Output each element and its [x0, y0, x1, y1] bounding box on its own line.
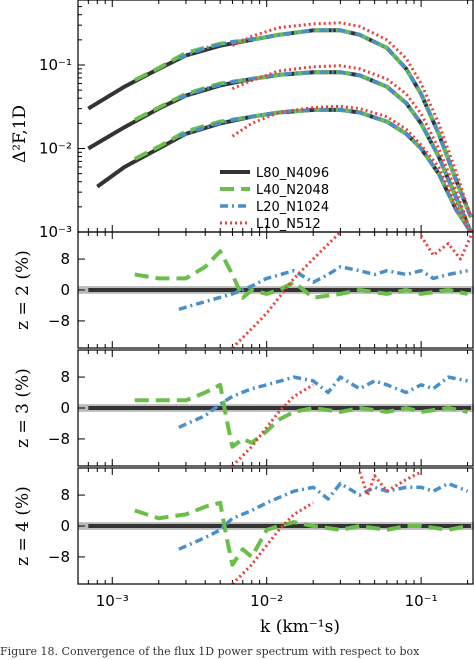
series-line-L20_N1024 [178, 108, 473, 232]
series-line-L20_N1024 [178, 70, 473, 232]
residual-y-label: z = 4 (%) [13, 486, 33, 566]
x-axis-label: k (km⁻¹s) [260, 617, 340, 637]
residual-line-L40_N2048 [134, 249, 468, 300]
legend-label: L20_N1024 [256, 200, 329, 215]
legend-label: L10_N512 [256, 217, 321, 232]
residual-line-L40_N2048 [134, 382, 468, 449]
y-tick-label: −8 [48, 430, 70, 448]
residual-line-L10_N512 [231, 232, 342, 348]
residual-panel-frame [77, 349, 474, 467]
series-line-L10_N512 [231, 21, 473, 218]
convergence-figure: 10⁻³ 10⁻² 10⁻¹ L80_N4096 L40_N2048 L20_N1024 L… [10, 0, 474, 637]
y-tick-label: −8 [48, 548, 70, 566]
residual-line-L20_N1024 [178, 481, 469, 551]
residual-line-L10_N512 [358, 470, 422, 497]
y-tick-label: −8 [48, 312, 70, 330]
y-tick-label: 10⁻³ [39, 223, 72, 241]
x-tick-label: 10⁻³ [96, 592, 129, 610]
x-tick-label: 10⁻¹ [405, 592, 438, 610]
residual-y-label: z = 2 (%) [13, 250, 33, 330]
y-tick-label: 8 [60, 250, 70, 268]
y-axis-label: Δ²F,1D [10, 105, 30, 163]
residual-panel-frame [77, 231, 474, 349]
y-tick-label: 0 [60, 399, 70, 417]
residual-line-L10_N512 [231, 383, 314, 466]
y-tick-label: 0 [60, 517, 70, 535]
x-tick-label: 10⁻² [250, 592, 283, 610]
y-tick-label: 8 [60, 368, 70, 386]
residual-line-L10_N512 [419, 235, 473, 261]
legend-label: L40_N2048 [256, 183, 329, 198]
residual-line-L20_N1024 [178, 265, 468, 311]
figure-caption: Figure 18. Convergence of the flux 1D po… [0, 645, 420, 658]
residual-y-label: z = 3 (%) [13, 368, 33, 448]
y-tick-label: 10⁻² [39, 139, 72, 157]
y-tick-label: 0 [60, 281, 70, 299]
y-tick-label: 10⁻¹ [39, 56, 72, 74]
residual-panel-frame [77, 467, 474, 585]
legend-label: L80_N4096 [256, 166, 329, 181]
series-line-L20_N1024 [178, 28, 473, 218]
residual-line-L40_N2048 [134, 500, 468, 567]
residual-line-L20_N1024 [178, 375, 468, 429]
residual-line-L10_N512 [231, 501, 314, 584]
y-tick-label: 8 [60, 486, 70, 504]
series-line-L10_N512 [231, 64, 473, 232]
